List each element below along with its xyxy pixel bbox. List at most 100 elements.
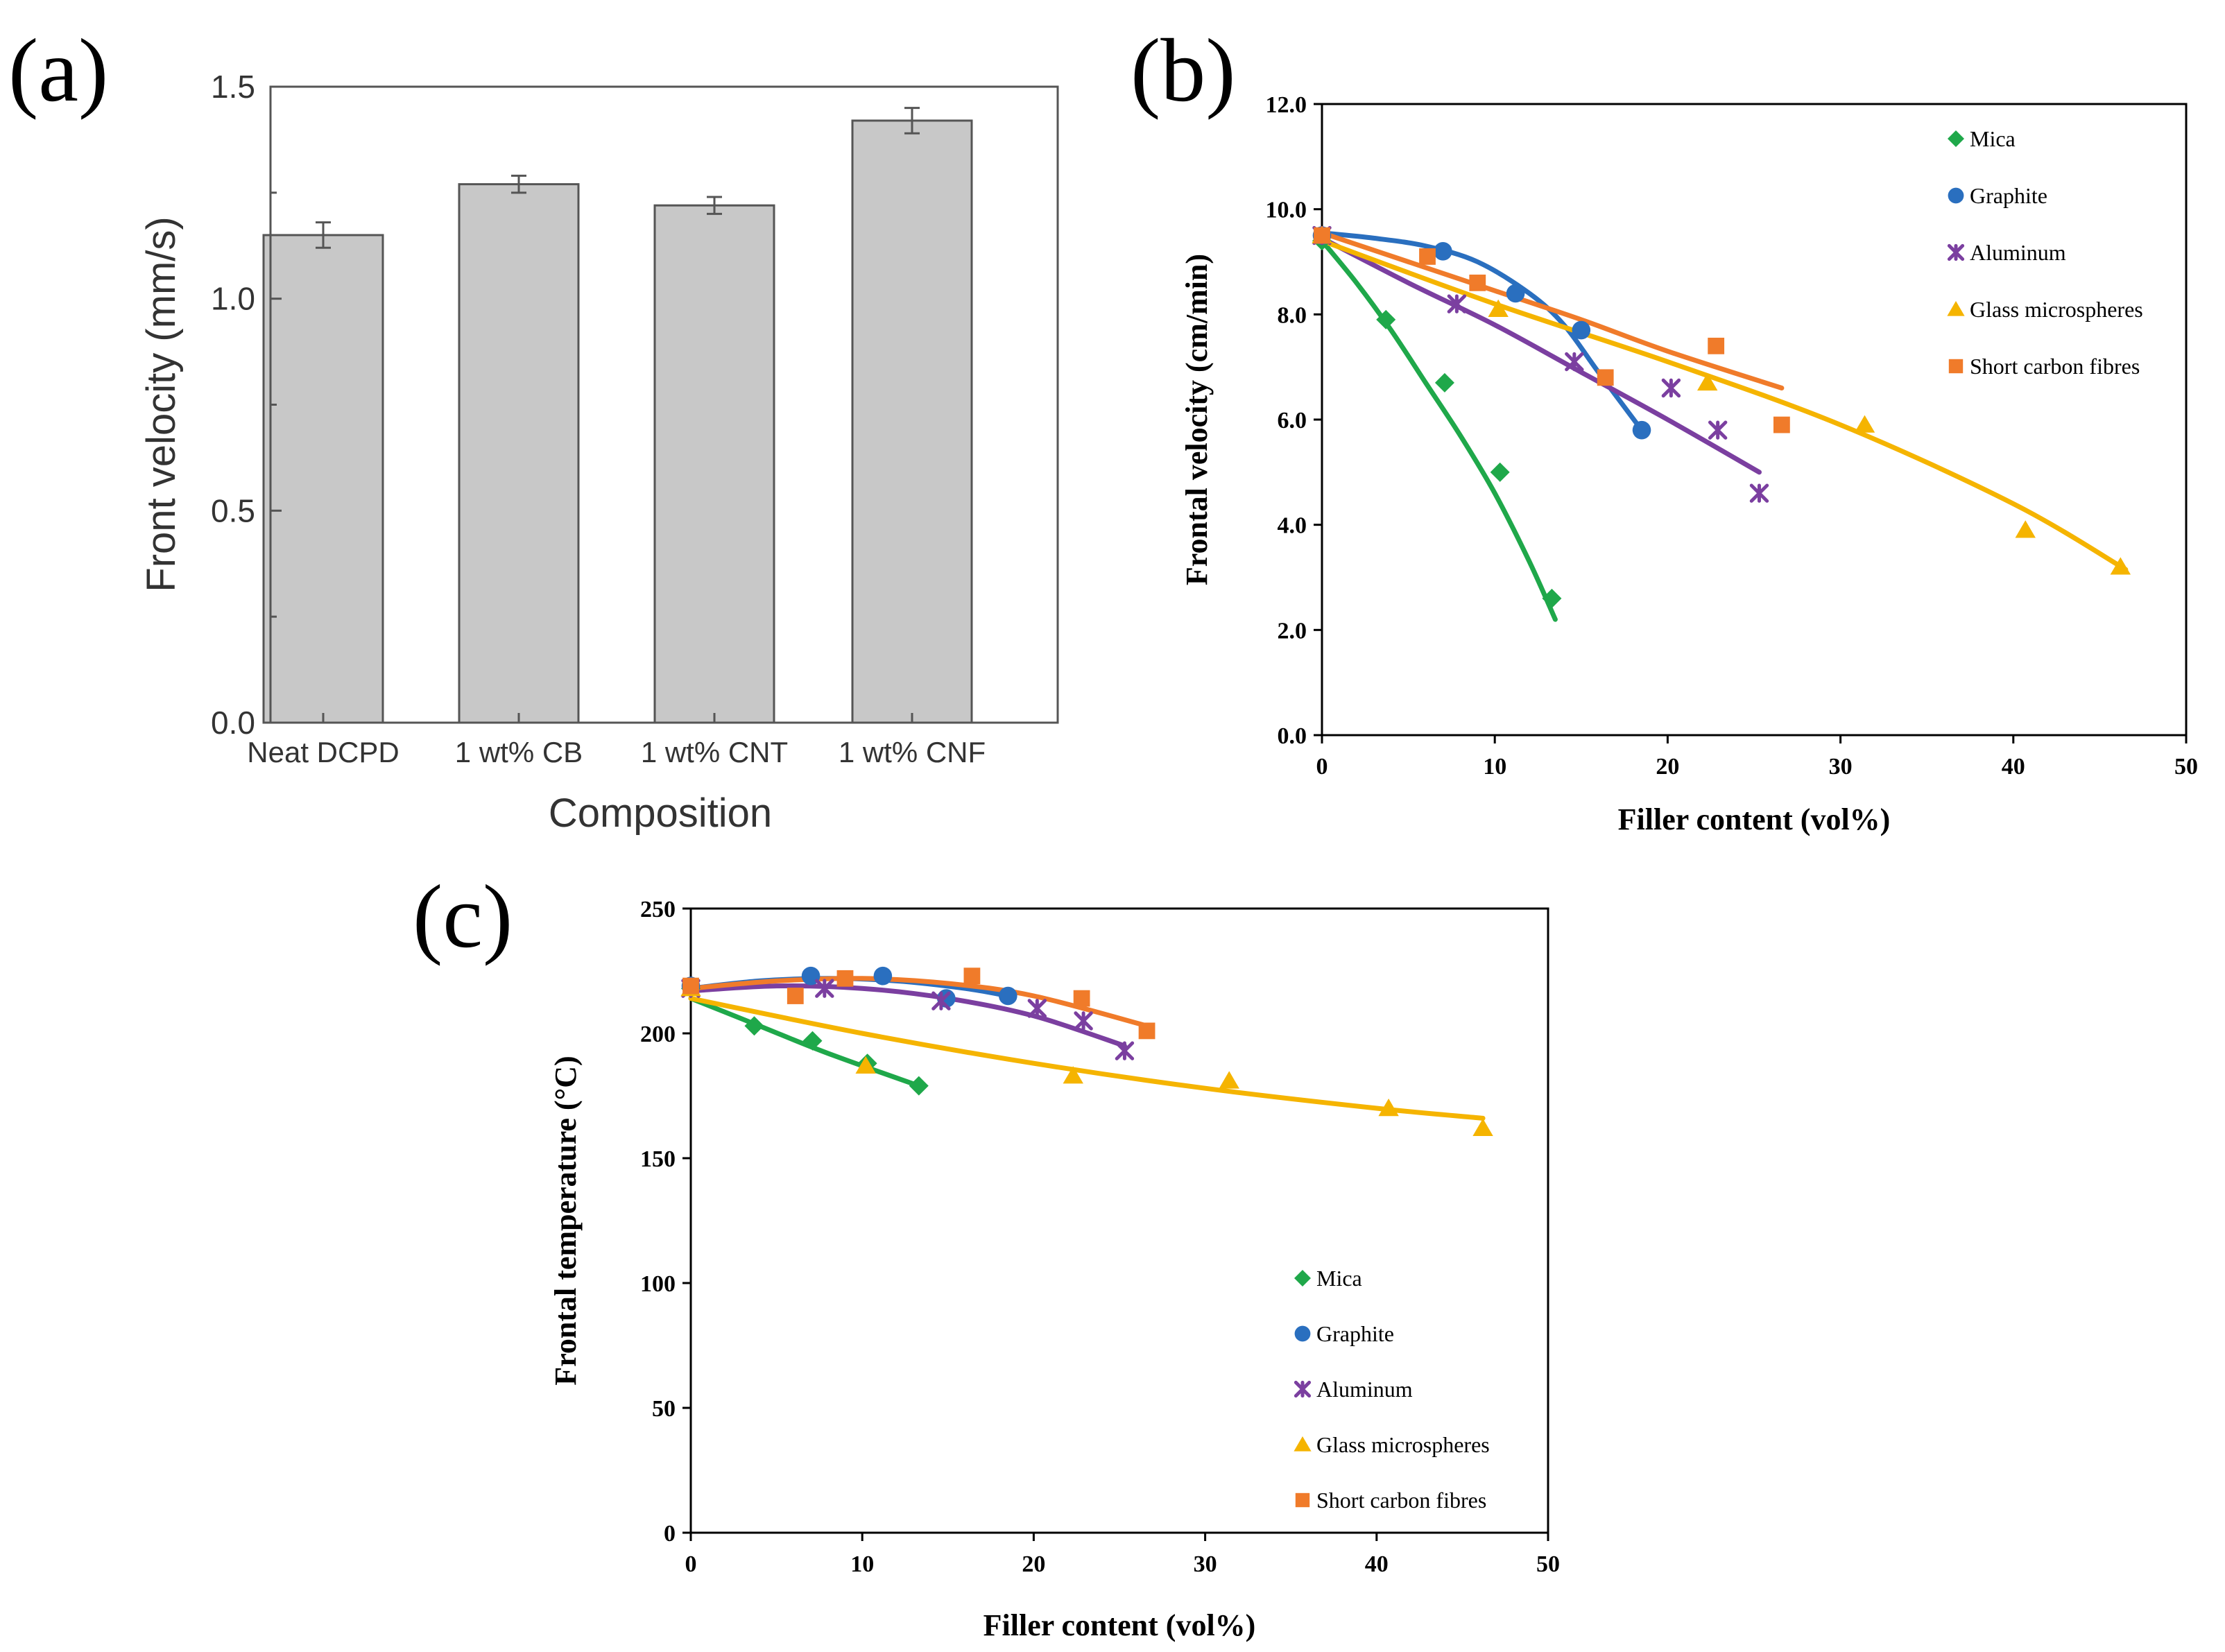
legend-label: Short carbon fibres bbox=[1316, 1488, 1486, 1513]
x-tick-label: 50 bbox=[2174, 754, 2198, 780]
panel-label: (c) bbox=[413, 867, 513, 967]
x-tick-label: 50 bbox=[1536, 1551, 1560, 1577]
y-tick-label: 8.0 bbox=[1278, 302, 1307, 328]
y-tick-label: 12.0 bbox=[1266, 92, 1307, 118]
legend-label: Aluminum bbox=[1316, 1377, 1413, 1402]
legend-marker bbox=[1294, 1325, 1311, 1342]
x-tick-label: 20 bbox=[1022, 1551, 1045, 1577]
y-tick-label: 0.0 bbox=[211, 705, 255, 741]
data-point bbox=[1572, 320, 1591, 340]
series-4 bbox=[1314, 227, 1790, 433]
plot-frame bbox=[689, 907, 1549, 1534]
y-axis-title: Front velocity (mm/s) bbox=[139, 216, 184, 592]
legend-label: Mica bbox=[1316, 1266, 1362, 1291]
panel-b: (b) 0.0 2.0 4.0 6.0 8.0 10.0 12.0 0 10 20 30 40 50 Fil… bbox=[1131, 21, 2198, 836]
data-point bbox=[787, 988, 804, 1004]
fit-curve-3 bbox=[1319, 238, 2129, 572]
legend-marker bbox=[1295, 1492, 1310, 1508]
y-tick-label: 200 bbox=[640, 1022, 676, 1047]
x-tick-label: 10 bbox=[1483, 754, 1506, 780]
data-point bbox=[1490, 462, 1510, 482]
legend-label: Graphite bbox=[1970, 183, 2047, 208]
panel-c: (c) 0 50 100 150 200 250 0 10 20 30 40 50 Filler cont… bbox=[413, 867, 1560, 1642]
legend-label: Graphite bbox=[1316, 1321, 1394, 1346]
x-tick-label: 0 bbox=[1316, 754, 1328, 780]
data-point bbox=[1419, 248, 1436, 265]
data-point bbox=[1063, 1066, 1083, 1084]
y-axis-title: Frontal temperature (°C) bbox=[549, 1056, 583, 1385]
data-point bbox=[1854, 415, 1875, 433]
data-point bbox=[855, 1056, 876, 1074]
data-point bbox=[1597, 369, 1614, 386]
x-tick-label: 0 bbox=[685, 1551, 697, 1577]
x-axis-title: Filler content (vol%) bbox=[983, 1608, 1256, 1642]
data-point bbox=[2110, 557, 2131, 575]
data-point bbox=[1542, 588, 1562, 608]
x-tick-label: 1 wt% CB bbox=[455, 736, 583, 768]
data-point bbox=[1447, 294, 1467, 313]
data-point bbox=[909, 1076, 929, 1096]
y-tick-label: 10.0 bbox=[1266, 198, 1307, 223]
x-tick-label: 1 wt% CNT bbox=[641, 736, 788, 768]
data-point bbox=[1708, 420, 1728, 440]
data-point bbox=[1773, 416, 1790, 433]
legend-marker bbox=[1947, 301, 1965, 316]
y-tick-label: 0 bbox=[664, 1521, 676, 1547]
data-point bbox=[1708, 337, 1725, 354]
data-point bbox=[1219, 1071, 1239, 1089]
y-tick-label: 150 bbox=[640, 1146, 676, 1172]
data-point bbox=[1138, 1022, 1156, 1040]
data-point bbox=[1697, 372, 1718, 391]
data-point bbox=[1506, 284, 1525, 303]
data-point bbox=[873, 966, 893, 986]
data-point bbox=[815, 979, 834, 998]
error-bar bbox=[904, 107, 920, 135]
fit-curve-3 bbox=[688, 996, 1486, 1121]
y-tick-label: 4.0 bbox=[1278, 513, 1307, 539]
fit-curve-0 bbox=[688, 996, 922, 1089]
legend-marker bbox=[1294, 1270, 1311, 1287]
data-point bbox=[1434, 372, 1454, 393]
data-point bbox=[1469, 274, 1486, 291]
data-point bbox=[931, 991, 951, 1010]
y-tick-label: 1.5 bbox=[211, 69, 255, 105]
data-point bbox=[1115, 1041, 1135, 1060]
legend-marker bbox=[1948, 187, 1964, 204]
error-bar bbox=[316, 221, 331, 249]
fit-curve-2 bbox=[688, 983, 1127, 1049]
y-tick-label: 1.0 bbox=[211, 281, 255, 317]
legend-marker bbox=[1947, 243, 1965, 261]
bar bbox=[851, 119, 973, 724]
data-point bbox=[744, 1016, 764, 1036]
legend-marker bbox=[1294, 1436, 1312, 1452]
error-bar bbox=[707, 196, 722, 215]
bar bbox=[262, 234, 384, 724]
y-tick-label: 100 bbox=[640, 1271, 676, 1297]
series-3 bbox=[1312, 225, 2131, 575]
data-point bbox=[802, 1031, 823, 1051]
x-axis-title: Composition bbox=[549, 791, 772, 836]
panel-a: (a) 0.0 0.5 1.0 1.5 Neat DCPD 1 wt% CB 1 wt% CN… bbox=[8, 21, 1059, 836]
fit-curve-0 bbox=[1319, 238, 1558, 622]
data-point bbox=[1661, 378, 1681, 398]
data-point bbox=[1488, 299, 1509, 317]
data-point bbox=[1749, 483, 1769, 503]
legend-label: Aluminum bbox=[1970, 240, 2066, 265]
legend-marker bbox=[1948, 359, 1964, 374]
legend-marker bbox=[1948, 130, 1964, 147]
x-tick-label: 40 bbox=[1365, 1551, 1389, 1577]
y-axis-title: Frontal velocity (cm/min) bbox=[1180, 254, 1214, 585]
data-point bbox=[963, 967, 981, 985]
series-4 bbox=[682, 967, 1156, 1040]
legend-label: Glass microspheres bbox=[1970, 297, 2143, 322]
x-axis-title: Filler content (vol%) bbox=[1618, 802, 1891, 836]
panel-label: (b) bbox=[1131, 21, 1236, 121]
bar bbox=[458, 183, 580, 724]
data-point bbox=[1074, 1011, 1093, 1031]
x-tick-label: 30 bbox=[1829, 754, 1853, 780]
y-tick-label: 0.0 bbox=[1278, 723, 1307, 749]
legend-label: Short carbon fibres bbox=[1970, 354, 2140, 379]
data-point bbox=[836, 970, 854, 987]
x-tick-label: 10 bbox=[850, 1551, 874, 1577]
data-point bbox=[1434, 242, 1452, 261]
